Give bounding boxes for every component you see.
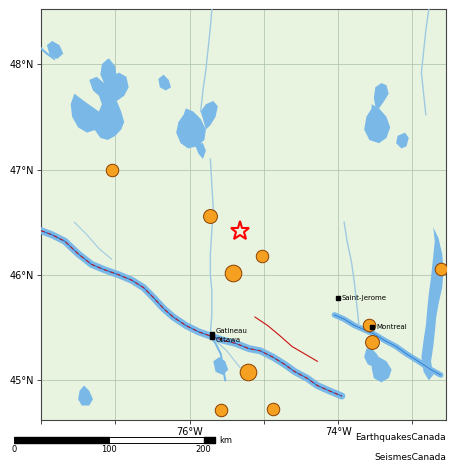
- Text: Gatineau: Gatineau: [216, 328, 248, 334]
- Text: Montreal: Montreal: [377, 324, 408, 330]
- Text: 0: 0: [11, 445, 16, 454]
- Text: Ottawa: Ottawa: [216, 337, 241, 343]
- Polygon shape: [101, 59, 117, 83]
- Polygon shape: [213, 357, 228, 375]
- Polygon shape: [201, 101, 218, 129]
- Polygon shape: [421, 227, 444, 380]
- Polygon shape: [78, 386, 93, 405]
- Text: km: km: [219, 436, 232, 445]
- Text: SeismesCanada: SeismesCanada: [374, 453, 446, 462]
- Polygon shape: [176, 108, 206, 149]
- Polygon shape: [396, 133, 409, 149]
- Text: EarthquakesCanada: EarthquakesCanada: [355, 433, 446, 442]
- Polygon shape: [364, 349, 381, 368]
- Polygon shape: [104, 72, 129, 101]
- Text: Saint-Jerome: Saint-Jerome: [342, 295, 387, 301]
- Polygon shape: [196, 143, 206, 159]
- Polygon shape: [364, 104, 390, 143]
- Polygon shape: [71, 94, 102, 133]
- Text: 200: 200: [196, 445, 212, 454]
- Polygon shape: [158, 75, 171, 91]
- Text: 100: 100: [101, 445, 116, 454]
- Polygon shape: [47, 41, 63, 59]
- Polygon shape: [372, 357, 392, 382]
- Polygon shape: [374, 83, 389, 108]
- Polygon shape: [89, 77, 124, 140]
